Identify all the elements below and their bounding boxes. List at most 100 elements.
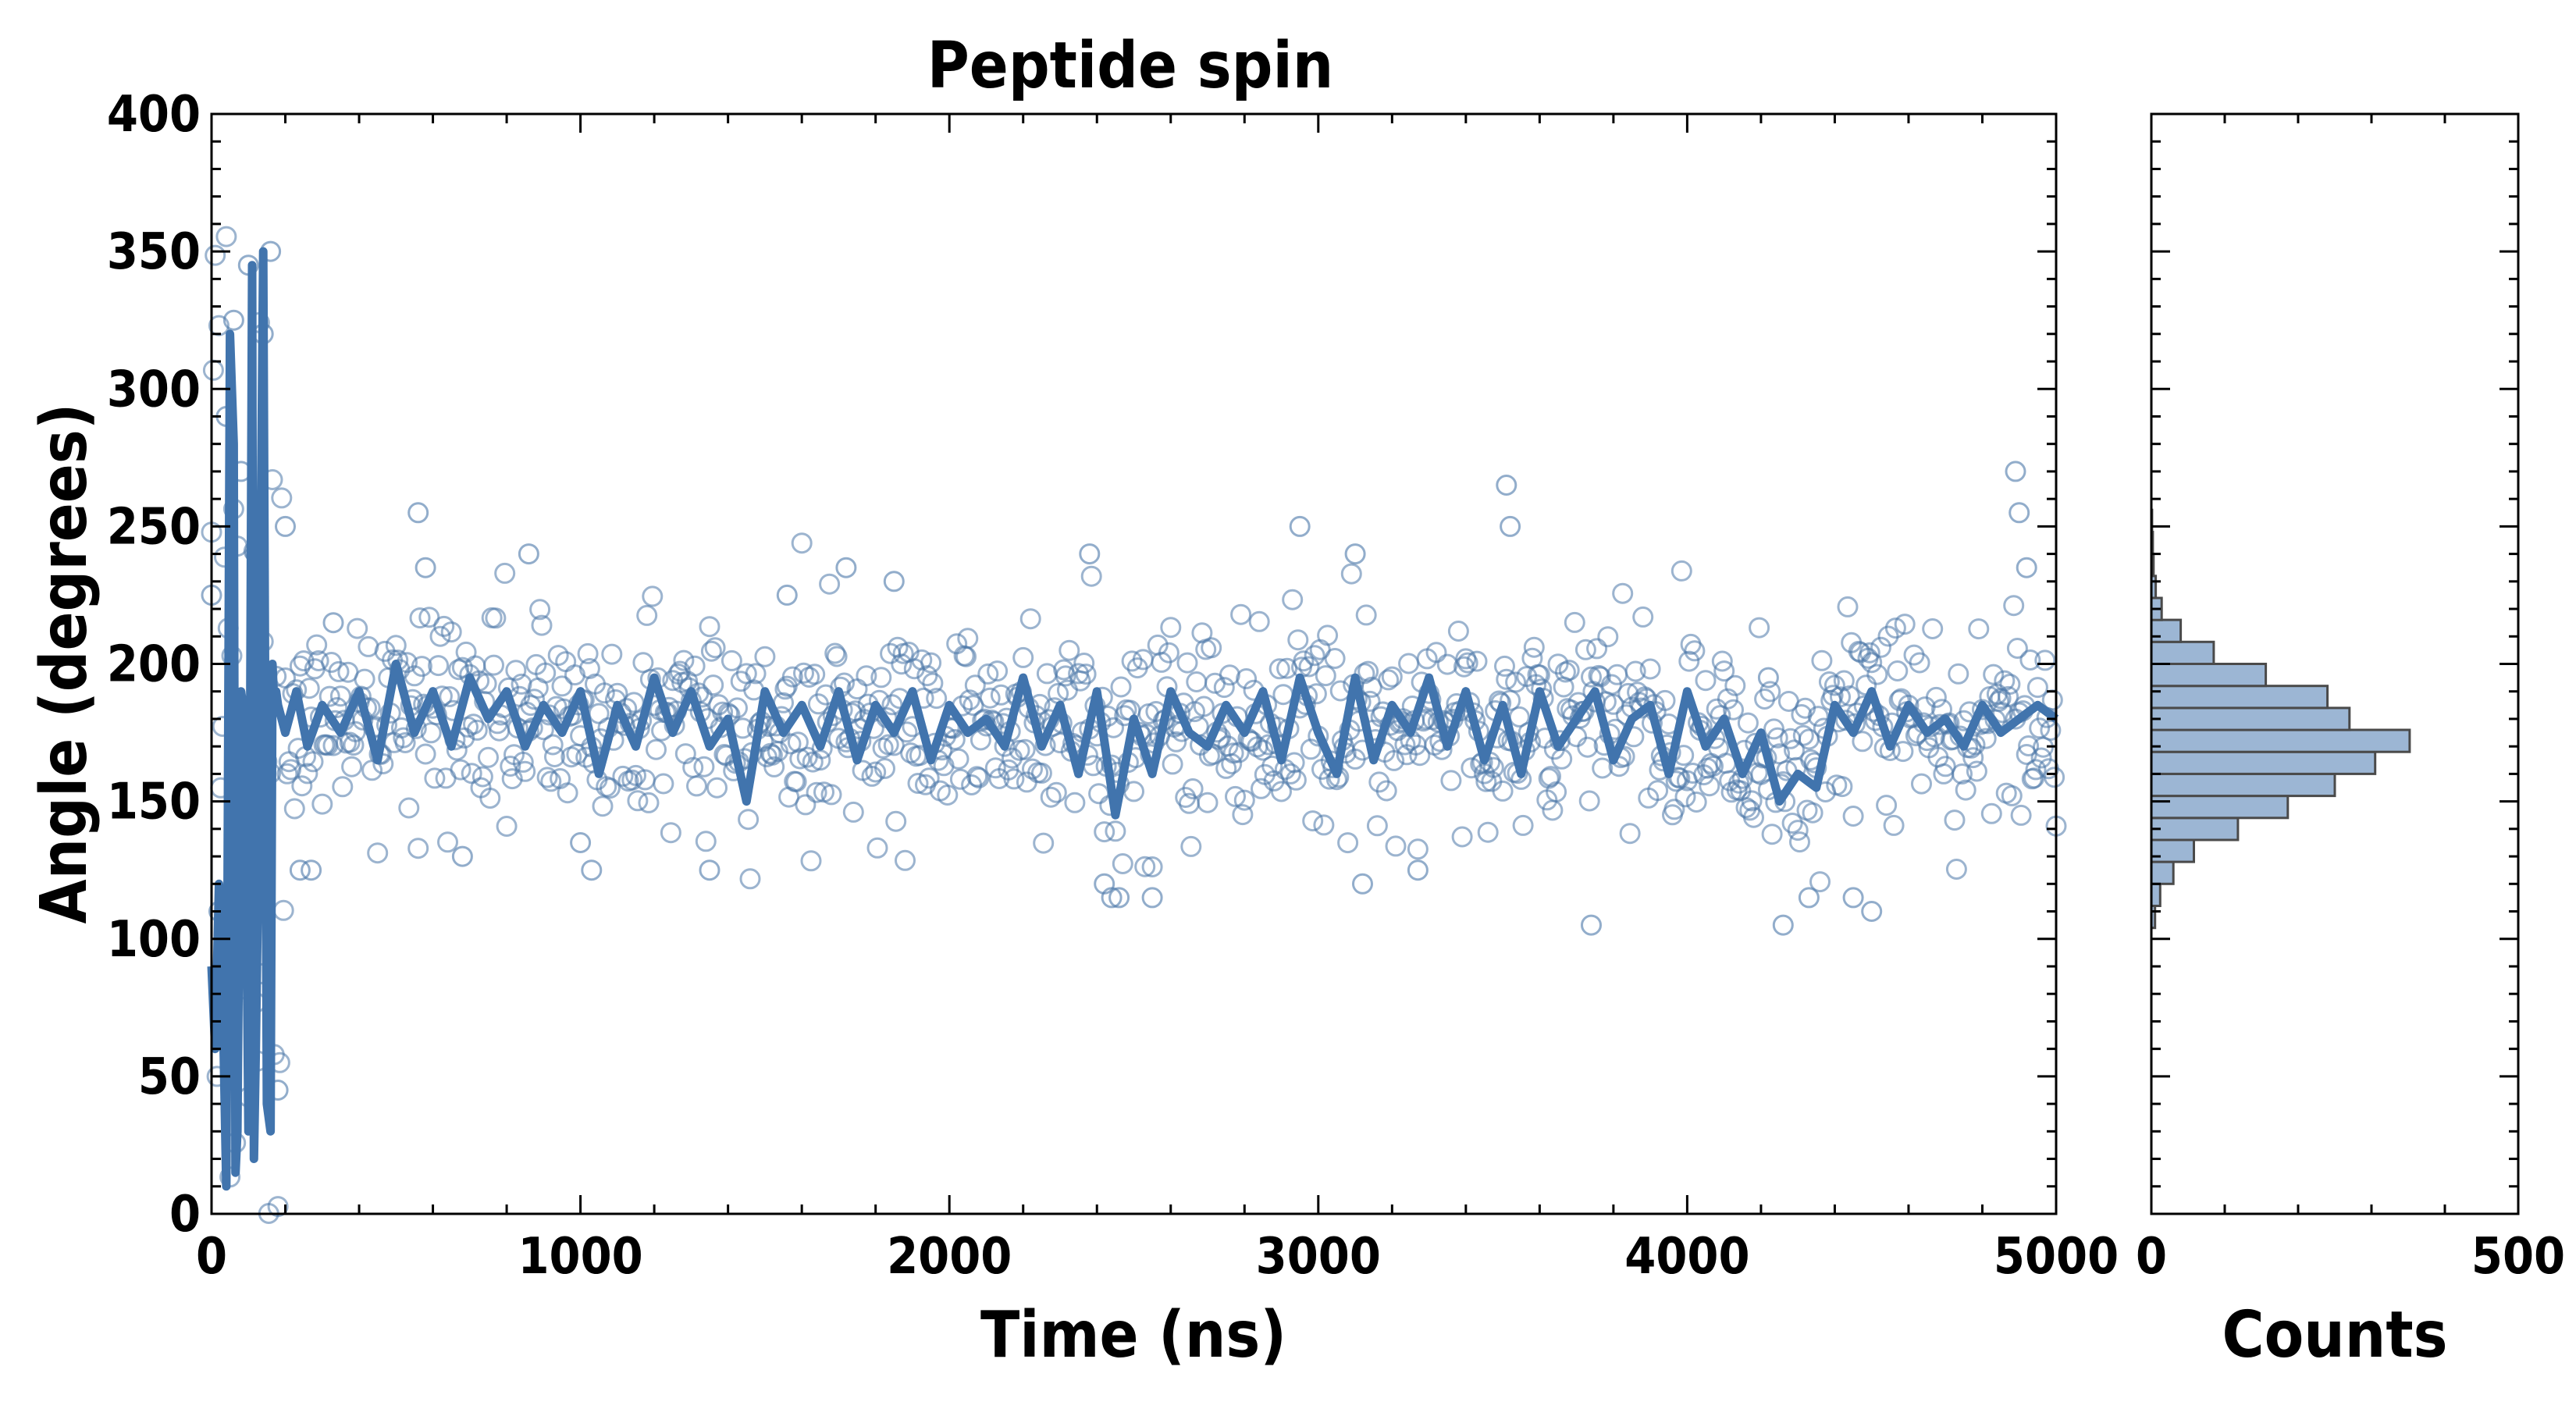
data-point	[1233, 789, 1255, 811]
histogram-bar	[2150, 817, 2240, 841]
data-point	[2025, 759, 2047, 781]
data-point	[1809, 871, 1831, 893]
data-point	[1546, 781, 1567, 802]
data-point	[700, 640, 722, 662]
x-tick-label: 4000	[1624, 1228, 1749, 1286]
data-point	[407, 502, 429, 524]
data-point	[1945, 859, 1967, 880]
data-point	[1344, 543, 1366, 565]
data-point	[1075, 664, 1097, 685]
x-tick-label: 2000	[887, 1228, 1012, 1286]
data-point	[318, 685, 340, 707]
data-point	[1033, 832, 1055, 854]
data-point	[1108, 887, 1130, 909]
data-point	[322, 612, 344, 634]
histogram-tick-labels: 0 500	[2136, 1228, 2565, 1286]
data-point	[1624, 660, 1646, 682]
data-point	[394, 732, 416, 753]
data-point	[542, 734, 564, 756]
data-point	[1891, 688, 1912, 710]
data-point	[1230, 603, 1252, 625]
data-point	[1663, 799, 1685, 820]
data-point	[1213, 677, 1235, 699]
data-point	[785, 771, 807, 792]
data-point	[1385, 835, 1407, 857]
data-point	[704, 637, 726, 659]
data-point	[1165, 731, 1187, 753]
histogram-bar	[2150, 618, 2183, 643]
data-point	[398, 797, 420, 819]
data-point	[1134, 856, 1156, 877]
data-point	[754, 646, 776, 667]
data-point	[1366, 815, 1388, 837]
data-point	[1094, 821, 1115, 843]
data-point	[2044, 767, 2065, 788]
data-point	[450, 759, 471, 781]
data-point	[2005, 461, 2026, 482]
data-point	[1279, 763, 1301, 785]
data-point	[1221, 753, 1243, 774]
data-point	[415, 743, 436, 765]
data-point	[535, 662, 557, 684]
histogram-bars	[2150, 508, 2411, 930]
data-point	[1811, 649, 1833, 671]
data-point	[834, 672, 855, 694]
data-point	[1160, 617, 1182, 639]
data-point	[1268, 658, 1290, 680]
data-point	[1772, 914, 1794, 936]
data-point	[544, 746, 565, 767]
data-point	[1496, 668, 1517, 690]
data-point	[1298, 656, 1320, 678]
data-point	[1780, 728, 1802, 749]
data-point	[1451, 826, 1473, 848]
y-axis-label: Angle (degrees)	[27, 404, 101, 924]
data-point	[524, 688, 545, 710]
histogram-ticks	[2150, 112, 2520, 1215]
data-point	[979, 687, 1001, 709]
data-point	[308, 650, 329, 671]
data-point	[944, 729, 966, 750]
data-point	[1197, 792, 1219, 813]
data-point	[1357, 660, 1379, 682]
data-point	[1248, 610, 1270, 632]
data-point	[1861, 901, 1883, 922]
data-point	[2019, 649, 2041, 671]
data-point	[1972, 699, 1993, 721]
data-point	[738, 809, 760, 831]
data-point	[1505, 671, 1527, 693]
y-tick-label: 300	[107, 361, 201, 418]
data-point	[1482, 756, 1504, 778]
x-tick-label: 0	[196, 1228, 227, 1286]
data-point	[215, 226, 237, 247]
data-point	[621, 769, 643, 791]
data-point	[501, 768, 523, 790]
data-point	[804, 664, 826, 685]
data-point	[1876, 795, 1898, 817]
data-point	[653, 773, 674, 795]
data-point	[291, 775, 313, 797]
data-point	[673, 649, 695, 671]
data-point	[1838, 685, 1860, 706]
main-tick-labels: 0 1000 2000 3000 4000 5000 0 50 100 150 200 250 300 3…	[107, 86, 2119, 1286]
data-point	[1272, 684, 1294, 706]
data-point	[2030, 747, 2052, 769]
data-point	[547, 645, 569, 667]
data-point	[1293, 650, 1315, 672]
data-point	[1182, 778, 1204, 799]
y-tick-label: 200	[107, 636, 201, 694]
data-point	[2018, 735, 2040, 756]
data-point	[298, 678, 320, 699]
data-point	[1586, 638, 1608, 660]
data-point	[385, 635, 407, 656]
data-point	[1261, 755, 1283, 777]
data-point	[411, 656, 432, 678]
data-point	[964, 674, 986, 696]
data-point	[372, 753, 394, 774]
data-point	[1966, 760, 1987, 782]
histogram-bar	[2150, 860, 2175, 885]
x-tick-label: 1000	[518, 1228, 642, 1286]
hist-x-tick-label: 0	[2136, 1228, 2167, 1286]
data-point	[1141, 856, 1163, 877]
data-point	[1523, 636, 1545, 658]
data-point	[2016, 557, 2037, 578]
